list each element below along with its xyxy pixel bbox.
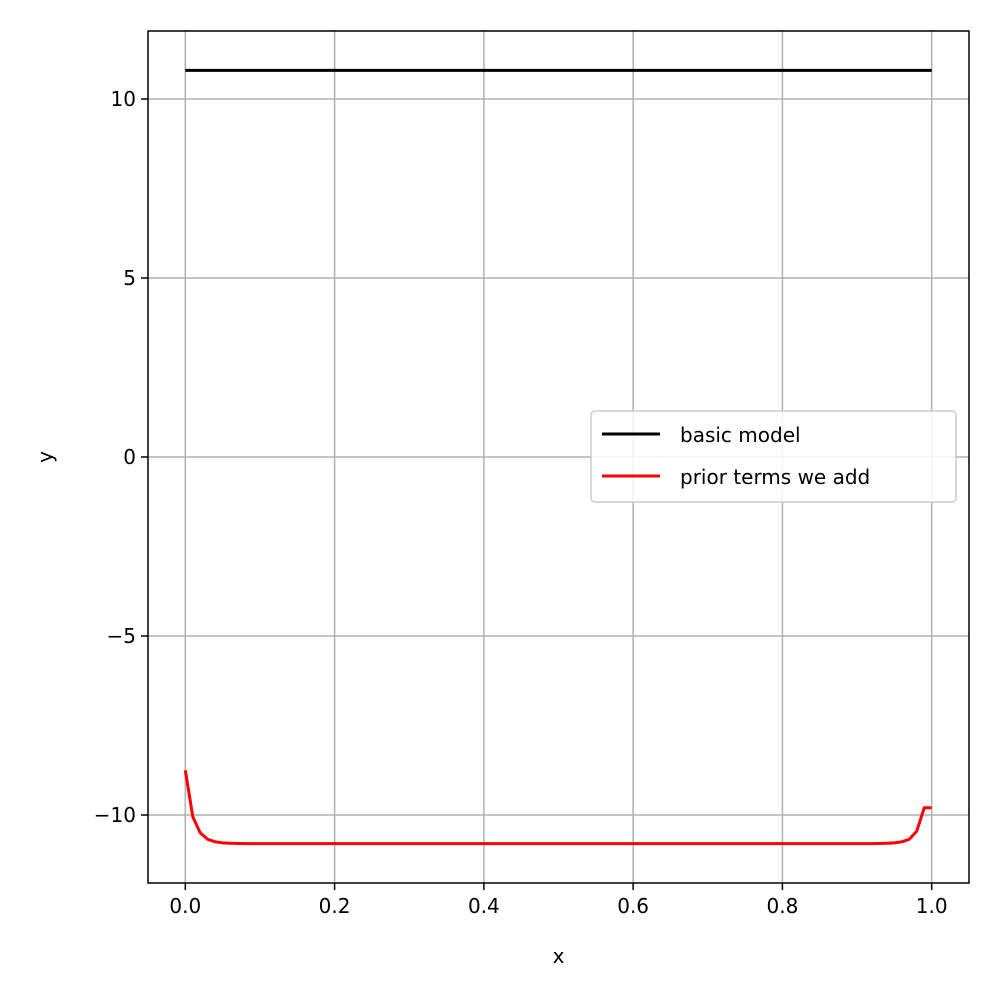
x-tick-label: 0.4	[468, 894, 500, 918]
legend-label-basic-model: basic model	[680, 423, 801, 447]
series-layer	[183, 68, 932, 846]
y-tick-label: 0	[123, 445, 136, 469]
y-tick-label: 5	[123, 266, 136, 290]
legend-label-prior-terms: prior terms we add	[680, 465, 870, 489]
x-tick-label: 0.6	[617, 894, 649, 918]
x-tick-label: 0.0	[169, 894, 201, 918]
legend: basic model prior terms we add	[590, 410, 957, 503]
x-axis-title: x	[553, 944, 565, 968]
x-tick-label: 1.0	[916, 894, 948, 918]
x-tick-label: 0.8	[767, 894, 799, 918]
axis-ticks: 0.0 0.2 0.4 0.6 0.8 1.0 −10 −5 0 5 10	[94, 87, 948, 918]
series-line-prior-terms	[183, 769, 932, 846]
x-tick-label: 0.2	[319, 894, 351, 918]
y-tick-label: 10	[111, 87, 136, 111]
y-axis-title: y	[33, 451, 57, 463]
legend-box	[590, 410, 957, 503]
y-tick-label: −5	[107, 624, 136, 648]
y-tick-label: −10	[94, 803, 136, 827]
